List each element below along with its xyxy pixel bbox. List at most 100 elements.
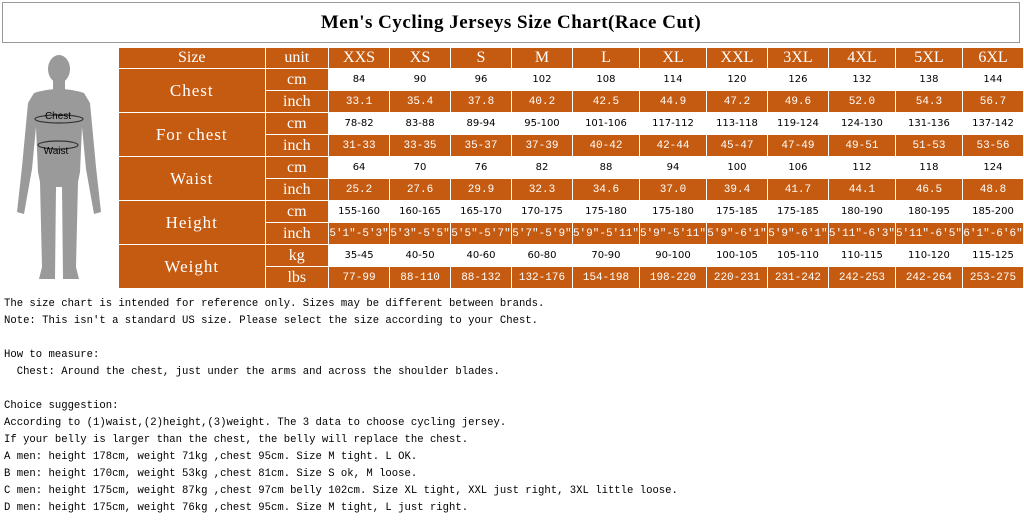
size-value: 88 [571, 156, 640, 179]
data-row: Height cm 155-160 160-165 165-170 170-175 175-… [118, 200, 1024, 245]
spacer [4, 381, 678, 398]
size-value: 117-112 [638, 112, 707, 135]
size-value: 52.0 [827, 90, 896, 113]
size-value: 185-200 [961, 200, 1024, 223]
size-value: 100-105 [705, 244, 768, 267]
size-value: 37.8 [450, 90, 512, 113]
measure-name: Height [118, 200, 266, 245]
size-value: 119-124 [766, 112, 829, 135]
size-value: 64 [328, 156, 391, 179]
size-value: 138 [894, 68, 963, 91]
title: Men's Cycling Jerseys Size Chart(Race Cu… [2, 2, 1020, 43]
size-value: 89-94 [450, 112, 512, 135]
unit-label: inch [264, 178, 330, 201]
size-label: XL [638, 47, 707, 69]
measure-name: Chest [118, 68, 266, 113]
unit-label: kg [264, 244, 330, 267]
header-row: Size unit XXS XS S M L XL XXL 3XL 4XL 5XL 6XL [118, 47, 1024, 69]
data-row: Weight kg 35-45 40-50 40-60 60-80 70-90 90-100 1… [118, 244, 1024, 289]
size-value: 34.6 [571, 178, 640, 201]
unit-label: lbs [264, 266, 330, 289]
size-value: 70 [389, 156, 452, 179]
note-line: Note: This isn't a standard US size. Ple… [4, 315, 539, 327]
size-label: XXL [705, 47, 768, 69]
size-value: 132-176 [510, 266, 573, 289]
size-value: 33-35 [389, 134, 452, 157]
size-value: 40-60 [450, 244, 512, 267]
size-value: 41.7 [766, 178, 829, 201]
size-value: 29.9 [450, 178, 512, 201]
size-label: L [571, 47, 640, 69]
size-value: 231-242 [766, 266, 829, 289]
body-figure: Chest Waist [17, 55, 101, 279]
size-value: 198-220 [638, 266, 707, 289]
size-value: 70-90 [571, 244, 640, 267]
size-value: 53-56 [961, 134, 1024, 157]
size-value: 60-80 [510, 244, 573, 267]
size-value: 115-125 [961, 244, 1024, 267]
size-value: 5'11"-6'3" [827, 222, 896, 245]
size-value: 46.5 [894, 178, 963, 201]
size-value: 105-110 [766, 244, 829, 267]
size-value: 56.7 [961, 90, 1024, 113]
size-value: 118 [894, 156, 963, 179]
size-header: Size [118, 47, 266, 69]
size-value: 5'5"-5'7" [450, 222, 512, 245]
size-value: 78-82 [328, 112, 391, 135]
size-value: 114 [638, 68, 707, 91]
measure-name: For chest [118, 112, 266, 157]
size-value: 6'1"-6'6" [961, 222, 1024, 245]
size-value: 102 [510, 68, 573, 91]
unit-label: cm [264, 112, 330, 135]
size-value: 44.9 [638, 90, 707, 113]
note-line: The size chart is intended for reference… [4, 298, 545, 310]
size-value: 144 [961, 68, 1024, 91]
size-value: 47.2 [705, 90, 768, 113]
size-value: 37.0 [638, 178, 707, 201]
notes: The size chart is intended for reference… [4, 296, 678, 517]
size-value: 25.2 [328, 178, 391, 201]
size-value: 101-106 [571, 112, 640, 135]
size-value: 165-170 [450, 200, 512, 223]
note-line: C men: height 175cm, weight 87kg ,chest … [4, 485, 678, 497]
size-label: XS [389, 47, 452, 69]
size-value: 242-264 [894, 266, 963, 289]
unit-label: cm [264, 200, 330, 223]
size-value: 44.1 [827, 178, 896, 201]
size-value: 131-136 [894, 112, 963, 135]
size-value: 160-165 [389, 200, 452, 223]
size-value: 51-53 [894, 134, 963, 157]
size-value: 220-231 [705, 266, 768, 289]
size-label: S [450, 47, 512, 69]
size-value: 126 [766, 68, 829, 91]
size-value: 106 [766, 156, 829, 179]
spacer [4, 330, 678, 347]
data-row: For chest cm 78-82 83-88 89-94 95-100 101-106 1… [118, 112, 1024, 157]
size-label: 5XL [894, 47, 963, 69]
size-value: 175-185 [766, 200, 829, 223]
size-value: 35-45 [328, 244, 391, 267]
size-value: 132 [827, 68, 896, 91]
size-value: 5'9"-6'1" [705, 222, 768, 245]
chest-line [34, 114, 84, 124]
note-line: A men: height 178cm, weight 71kg ,chest … [4, 451, 418, 463]
data-row: inch 33.1 35.4 37.8 40.2 42.5 44.9 47.2 49.6 52.0… [119, 90, 1024, 113]
note-line: B men: height 170cm, weight 53kg ,chest … [4, 468, 418, 480]
size-value: 96 [450, 68, 512, 91]
size-label: 3XL [766, 47, 829, 69]
size-value: 40.2 [510, 90, 573, 113]
size-value: 113-118 [705, 112, 768, 135]
silhouette [17, 55, 101, 279]
size-value: 32.3 [510, 178, 573, 201]
size-value: 124 [961, 156, 1024, 179]
size-value: 76 [450, 156, 512, 179]
size-value: 49.6 [766, 90, 829, 113]
size-value: 37-39 [510, 134, 573, 157]
size-value: 5'9"-5'11" [571, 222, 640, 245]
size-value: 5'9"-5'11" [638, 222, 707, 245]
waist-label: Waist [44, 146, 69, 157]
size-value: 35-37 [450, 134, 512, 157]
size-value: 170-175 [510, 200, 573, 223]
size-value: 84 [328, 68, 391, 91]
